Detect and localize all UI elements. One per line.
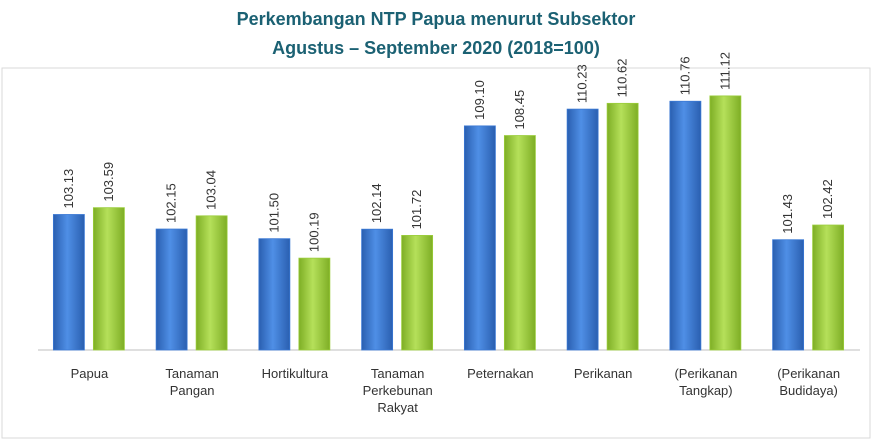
data-label: 109.10 (472, 80, 487, 120)
data-label: 101.72 (409, 190, 424, 230)
x-tick-label: (Perikanan Tangkap) (674, 366, 737, 398)
bar (401, 235, 434, 351)
chart-subtitle: Agustus – September 2020 (2018=100) (272, 38, 600, 58)
x-tick-label: Tanaman Perkebunan Rakyat (363, 366, 433, 415)
bar (772, 239, 805, 351)
data-label: 100.19 (306, 212, 321, 252)
bar (812, 224, 845, 351)
bar (258, 238, 291, 351)
bar (503, 135, 536, 351)
data-label: 102.14 (369, 183, 384, 223)
bar (606, 102, 639, 351)
bar (298, 257, 331, 351)
data-label: 102.15 (164, 183, 179, 223)
data-label: 101.50 (266, 193, 281, 233)
bar (92, 207, 125, 351)
x-tick-label: Papua (71, 366, 109, 381)
bar (709, 95, 742, 351)
x-tick-label: (Perikanan Budidaya) (777, 366, 840, 398)
bar (361, 228, 394, 351)
bar (155, 228, 188, 351)
bar (463, 125, 496, 351)
data-label: 103.13 (61, 169, 76, 209)
chart-frame (1, 67, 871, 439)
x-tick-label: Peternakan (467, 366, 534, 381)
bar (195, 215, 228, 351)
data-label: 110.62 (615, 59, 630, 98)
bar (52, 214, 85, 351)
data-label: 103.59 (101, 162, 116, 202)
data-label: 110.23 (575, 64, 590, 103)
data-label: 108.45 (512, 90, 527, 130)
data-label: 111.12 (717, 52, 732, 90)
x-tick-label: Hortikultura (262, 366, 329, 381)
data-label: 101.43 (780, 194, 795, 234)
data-label: 110.76 (677, 56, 692, 95)
x-tick-label: Tanaman Pangan (165, 366, 218, 398)
data-label: 102.42 (820, 179, 835, 219)
bar (669, 100, 702, 351)
x-tick-label: Perikanan (574, 366, 633, 381)
chart-title: Perkembangan NTP Papua menurut Subsektor (237, 9, 636, 29)
bar (566, 108, 599, 351)
data-label: 103.04 (204, 170, 219, 210)
